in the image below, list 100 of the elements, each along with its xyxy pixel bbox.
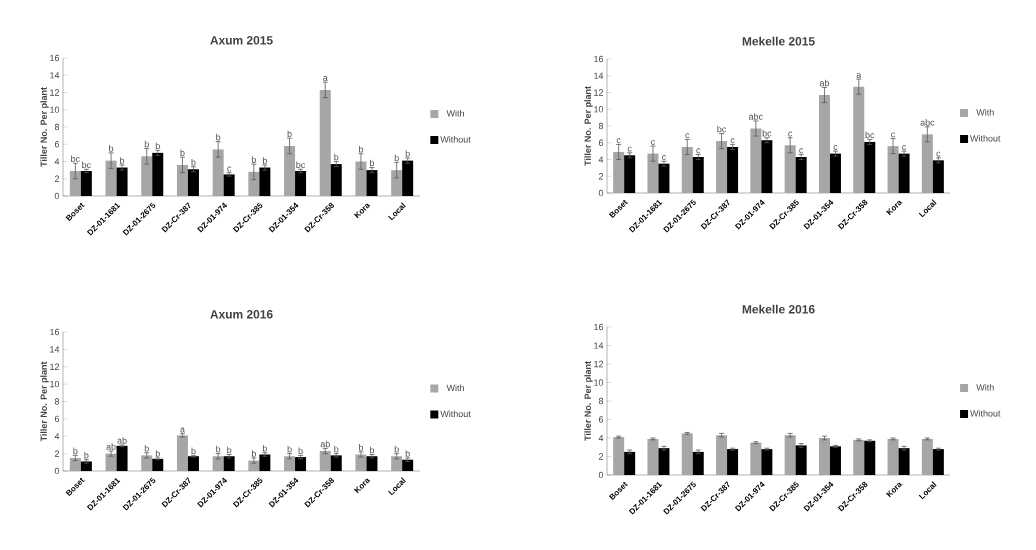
y-tick-label: 16 (594, 323, 604, 331)
bar (681, 433, 693, 475)
bar (750, 442, 762, 475)
data-label: b (370, 446, 375, 454)
y-tick-label: 12 (594, 360, 604, 368)
y-axis-title: Tiller No. Per plant (584, 86, 593, 166)
bar (864, 440, 876, 475)
bar (105, 453, 117, 471)
y-tick-label: 10 (594, 106, 604, 113)
data-label: c (227, 166, 232, 172)
bar (105, 160, 117, 196)
y-tick-label: 4 (598, 434, 604, 442)
data-label: c (685, 133, 690, 139)
bar (761, 140, 773, 193)
data-label: a (180, 427, 185, 433)
bar (624, 155, 636, 193)
data-label: bc (71, 155, 80, 163)
data-label: b (144, 444, 149, 452)
y-tick-label: 14 (594, 72, 604, 79)
y-tick-label: 16 (594, 55, 604, 63)
data-label: b (359, 444, 364, 451)
data-label: ab (117, 437, 127, 444)
bar (212, 456, 224, 471)
bar (402, 459, 414, 471)
bar (647, 153, 659, 193)
data-label: b (155, 142, 160, 150)
bar (784, 435, 796, 475)
y-tick-label: 6 (598, 139, 604, 146)
y-tick-label: 0 (598, 471, 604, 479)
y-tick-label: 8 (598, 397, 604, 405)
chart-title: Mekelle 2015 (742, 36, 815, 46)
bar (932, 449, 944, 475)
bar (248, 171, 260, 196)
bar (692, 451, 704, 475)
y-tick-label: 6 (598, 416, 604, 423)
bar (330, 164, 342, 196)
y-tick-label: 16 (50, 328, 60, 336)
y-tick-label: 12 (50, 89, 60, 96)
y-tick-label: 10 (50, 380, 60, 388)
y-tick-label: 2 (598, 453, 604, 460)
bar (613, 437, 625, 475)
data-label: b (405, 150, 410, 157)
data-label: b (73, 447, 78, 455)
data-label: b (262, 444, 267, 452)
bar (647, 438, 659, 475)
data-label: ab (320, 440, 330, 448)
bar (402, 160, 414, 196)
bar (212, 149, 224, 196)
bar (69, 170, 81, 196)
data-label: b (191, 447, 196, 455)
legend-label: With (976, 384, 994, 391)
data-label: b (394, 154, 399, 162)
bar (141, 455, 153, 471)
bar (658, 163, 670, 193)
bar (141, 156, 153, 196)
y-tick-label: 4 (54, 433, 60, 440)
bar (116, 167, 128, 196)
data-label: ab (106, 443, 116, 450)
data-label: b (216, 445, 221, 453)
legend-label: With (446, 110, 464, 117)
bar (391, 170, 403, 196)
bar (829, 153, 841, 193)
bar (319, 89, 331, 196)
bar (223, 456, 235, 471)
bar (853, 86, 865, 193)
bar (716, 141, 728, 193)
data-label: a (856, 72, 862, 78)
data-label: b (334, 445, 339, 453)
bar (921, 438, 933, 475)
bar (319, 451, 331, 471)
y-tick-label: 8 (598, 122, 604, 130)
bar (116, 445, 128, 471)
y-tick-label: 4 (54, 158, 60, 165)
y-axis-title: Tiller No. Per plant (584, 361, 593, 441)
y-tick-label: 6 (54, 415, 60, 423)
data-label: b (405, 450, 410, 457)
data-label: b (227, 446, 232, 454)
data-label: c (833, 145, 838, 150)
data-label: bc (762, 129, 772, 137)
data-label: c (902, 145, 907, 150)
legend-label: With (446, 384, 464, 392)
bar (681, 146, 693, 193)
bar (152, 458, 164, 471)
chart-title: Mekelle 2016 (742, 304, 815, 314)
bar (818, 95, 830, 193)
bar (284, 456, 296, 471)
bar (391, 456, 403, 471)
bar (818, 438, 830, 475)
legend-label: Without (440, 135, 471, 143)
y-tick-label: 16 (50, 54, 60, 62)
y-tick-label: 14 (50, 346, 60, 353)
bar (295, 457, 307, 471)
bar (692, 156, 704, 193)
data-label: bc (296, 161, 306, 169)
data-label: bc (82, 161, 91, 169)
bar (727, 449, 739, 475)
legend-label: Without (970, 134, 1001, 142)
y-axis-title: Tiller No. Per plant (40, 361, 49, 442)
bar (152, 152, 164, 196)
data-label: b (359, 145, 364, 153)
